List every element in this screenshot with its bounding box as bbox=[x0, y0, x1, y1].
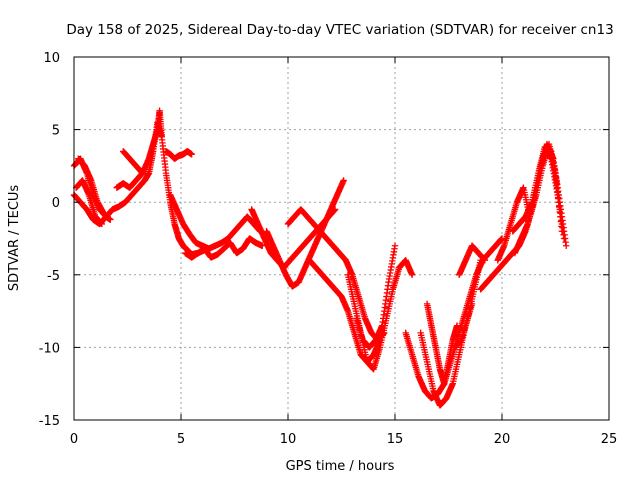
series-track-12 bbox=[263, 177, 347, 290]
x-tick-labels: 0 5 10 15 20 25 bbox=[70, 432, 617, 447]
series-track-16 bbox=[353, 242, 399, 351]
data-point bbox=[340, 177, 347, 184]
y-tick-label: -10 bbox=[39, 341, 60, 356]
series-track-6 bbox=[145, 119, 165, 177]
series-track-5 bbox=[113, 107, 208, 258]
data-point bbox=[139, 169, 146, 177]
data-point bbox=[188, 151, 195, 158]
series-track-4 bbox=[70, 191, 114, 228]
x-tick-label: 10 bbox=[280, 432, 297, 447]
data-points bbox=[70, 107, 570, 409]
series-track-21 bbox=[456, 242, 489, 278]
y-tick-label: 10 bbox=[43, 51, 60, 66]
series-track-3 bbox=[75, 155, 108, 218]
data-point bbox=[481, 257, 489, 264]
axis-ticks bbox=[73, 56, 610, 421]
plot-frame bbox=[73, 56, 610, 421]
y-tick-label: -5 bbox=[47, 269, 60, 284]
x-tick-label: 20 bbox=[494, 432, 511, 447]
x-tick-label: 5 bbox=[177, 432, 185, 447]
series-track-10 bbox=[182, 235, 266, 261]
y-axis-title: SDTVAR / TECUs bbox=[7, 185, 22, 292]
grid-lines bbox=[74, 57, 609, 420]
series-track-20 bbox=[451, 257, 484, 351]
data-point bbox=[391, 242, 399, 249]
y-tick-label: -15 bbox=[39, 414, 60, 429]
data-point bbox=[408, 271, 416, 278]
x-tick-label: 0 bbox=[70, 432, 78, 447]
data-point bbox=[453, 322, 461, 329]
series-track-19 bbox=[423, 300, 461, 387]
data-point bbox=[259, 242, 266, 249]
data-point bbox=[563, 242, 570, 249]
series-track-25 bbox=[511, 140, 570, 257]
series-track-7 bbox=[120, 148, 146, 177]
y-tick-label: 0 bbox=[52, 196, 60, 211]
y-tick-labels: -15 -10 -5 0 5 10 bbox=[39, 51, 60, 429]
x-axis-title: GPS time / hours bbox=[286, 459, 395, 474]
x-tick-label: 25 bbox=[601, 432, 618, 447]
y-tick-label: 5 bbox=[52, 124, 60, 139]
chart-title: Day 158 of 2025, Sidereal Day-to-day VTE… bbox=[66, 22, 613, 38]
data-point bbox=[107, 216, 114, 223]
series-track-14 bbox=[306, 257, 384, 366]
series-track-8 bbox=[162, 148, 195, 162]
data-point bbox=[158, 133, 165, 141]
x-tick-label: 15 bbox=[387, 432, 404, 447]
